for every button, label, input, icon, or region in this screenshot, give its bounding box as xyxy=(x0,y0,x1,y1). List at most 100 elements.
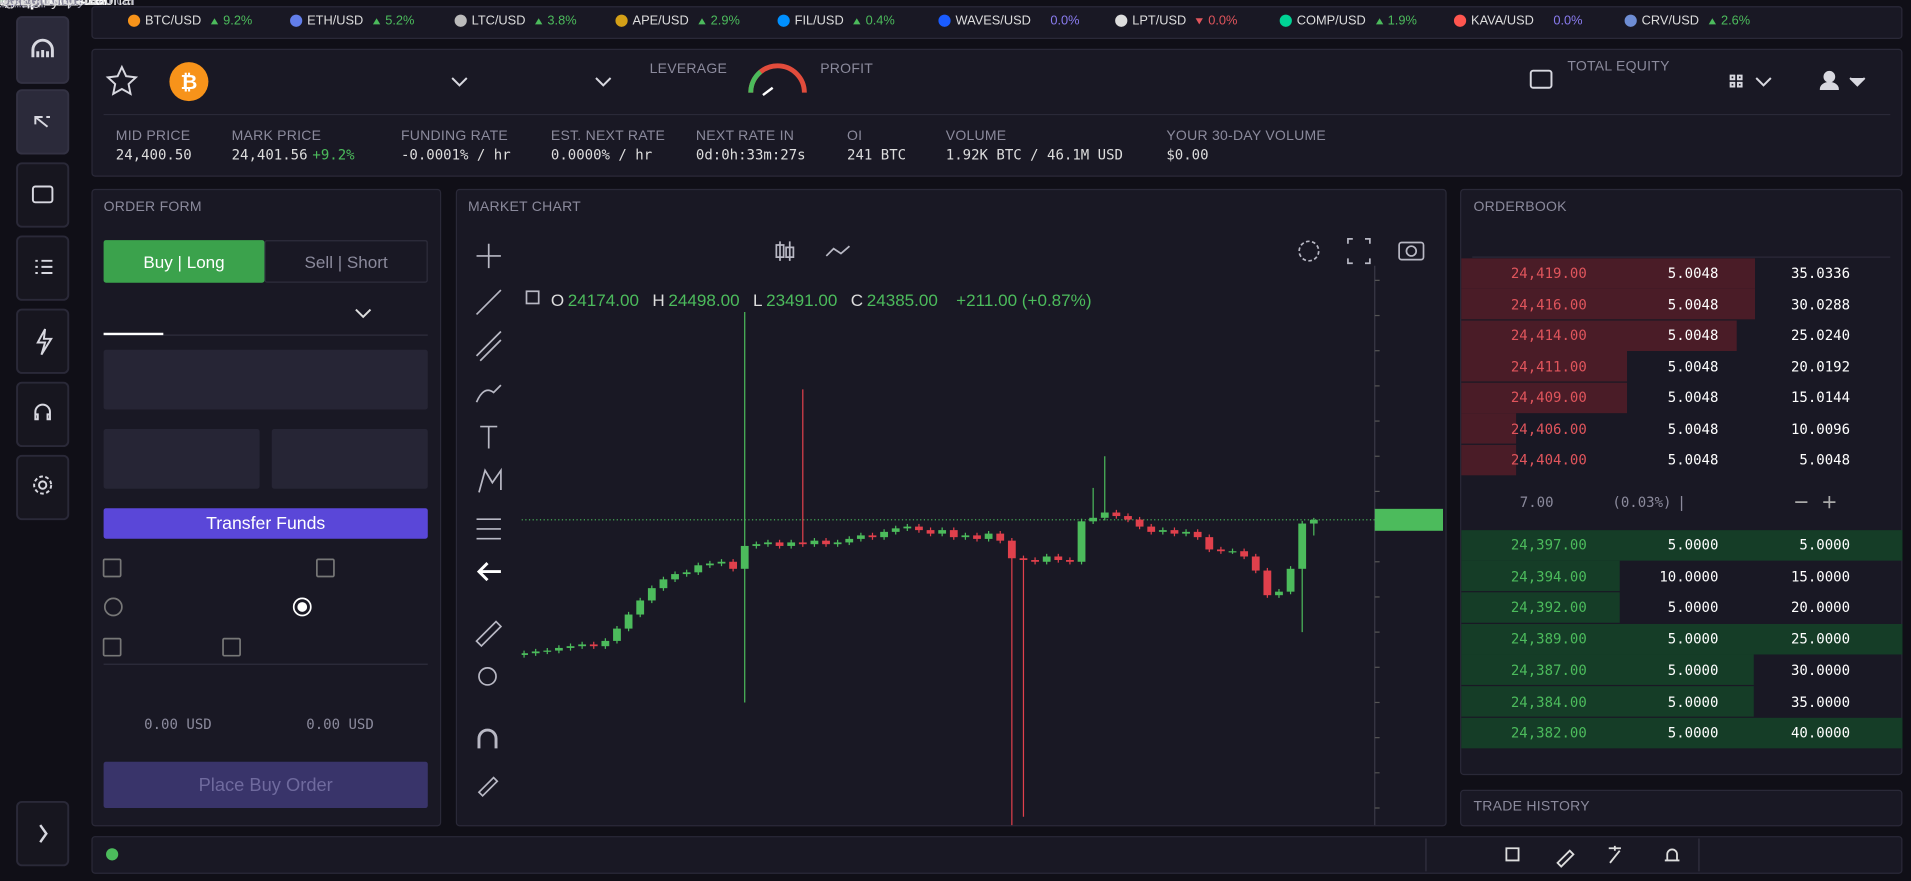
option-label[interactable]: Immediate or Cancel xyxy=(0,0,135,9)
checkbox[interactable] xyxy=(316,558,335,578)
trend-line-tool[interactable] xyxy=(475,289,502,316)
expand-icon xyxy=(39,824,48,843)
activity-button[interactable] xyxy=(16,308,70,374)
tours-button[interactable]: Tours xyxy=(0,0,38,9)
order-price[interactable]: 24,389.00 xyxy=(1510,630,1587,648)
support-button[interactable] xyxy=(16,381,70,448)
apps-menu[interactable] xyxy=(1729,74,1772,88)
text-tool[interactable] xyxy=(480,425,498,449)
market-symbol[interactable]: BTC/USD xyxy=(0,0,82,11)
radio[interactable] xyxy=(292,597,312,617)
ticker-item[interactable]: ETH/USD 5.2% xyxy=(290,13,414,28)
margin-mode[interactable]: CROSS xyxy=(0,0,66,11)
ticker-item[interactable]: BTC/USD 9.2% xyxy=(127,13,252,28)
order-type-tab[interactable]: Stop Loss xyxy=(0,0,79,10)
order-price[interactable]: 24,409.00 xyxy=(1510,388,1587,406)
pattern-tool[interactable] xyxy=(478,467,502,493)
order-price[interactable]: 24,394.00 xyxy=(1510,567,1587,585)
order-price[interactable]: 24,397.00 xyxy=(1510,536,1587,554)
order-type-tab[interactable]: Market xyxy=(0,0,55,10)
order-price[interactable]: 24,384.00 xyxy=(1510,692,1587,710)
ticker-change: 1.9% xyxy=(1387,13,1417,29)
ticker-item[interactable]: LTC/USD 3.8% xyxy=(454,13,577,28)
option-label[interactable]: Maker Only xyxy=(0,0,75,9)
ticker-item[interactable]: FIL/USD 0.4% xyxy=(777,13,895,28)
group-controls[interactable] xyxy=(1795,496,1836,509)
theme-icon[interactable] xyxy=(1556,849,1575,868)
order-price[interactable]: 24,406.00 xyxy=(1510,419,1587,437)
order-price[interactable]: 24,382.00 xyxy=(1510,724,1587,742)
order-type-chevron[interactable] xyxy=(355,308,372,319)
user-icon[interactable] xyxy=(1823,70,1836,83)
indicators-button[interactable]: Indicators xyxy=(0,0,77,10)
checkbox[interactable] xyxy=(102,558,122,578)
orders-button[interactable] xyxy=(16,235,70,301)
forecast-tool[interactable] xyxy=(476,518,501,540)
option-label[interactable]: Good 'Til Cancel xyxy=(0,0,108,9)
chart-symbol[interactable]: PF_BTCUSD xyxy=(0,0,107,10)
shortcuts-icon[interactable] xyxy=(1505,847,1520,862)
margin-chevron[interactable] xyxy=(595,77,612,87)
language-icon[interactable] xyxy=(1608,845,1621,864)
indicators-icon[interactable] xyxy=(825,245,851,257)
magnet-tool[interactable] xyxy=(477,728,498,749)
notional-input[interactable]: 0 xyxy=(0,0,11,11)
back-tool[interactable] xyxy=(476,562,501,582)
expand-button[interactable] xyxy=(16,800,70,867)
chart-settings-icon[interactable] xyxy=(1298,240,1320,262)
ticker-item[interactable]: WAVES/USD 0.0% xyxy=(938,13,1080,28)
order-price[interactable]: 24,392.00 xyxy=(1510,598,1587,616)
zoom-tool[interactable] xyxy=(478,667,497,686)
buy-tab[interactable]: Buy | Long xyxy=(103,240,265,283)
place-order-button[interactable]: Place Buy Order xyxy=(103,761,428,809)
user-menu[interactable] xyxy=(1819,77,1866,90)
sell-tab[interactable]: Sell | Short xyxy=(264,240,428,283)
checkbox[interactable] xyxy=(222,637,241,657)
quantity-input[interactable]: 0 xyxy=(0,0,11,11)
candles xyxy=(521,312,1375,826)
group-size[interactable]: Group: 1.00 xyxy=(0,0,78,9)
price-axis xyxy=(1374,279,1443,809)
ticker-item[interactable]: CRV/USD 2.6% xyxy=(1624,13,1750,28)
fib-tool[interactable] xyxy=(475,330,502,362)
wallet-button[interactable] xyxy=(16,162,70,228)
sidebar xyxy=(16,16,70,867)
checkbox[interactable] xyxy=(102,637,122,657)
ruler-tool[interactable] xyxy=(475,620,503,648)
ticker-item[interactable]: LPT/USD 0.0% xyxy=(1115,13,1237,28)
order-price[interactable]: 24,404.00 xyxy=(1510,450,1587,468)
notifications-icon[interactable] xyxy=(1664,848,1680,862)
candle-body xyxy=(764,542,772,545)
limit-price-input[interactable]: 24396.5 xyxy=(0,0,67,11)
lock-tool[interactable] xyxy=(477,776,499,798)
option-label[interactable]: Reduce Only xyxy=(0,0,85,9)
legend-collapse[interactable] xyxy=(525,290,540,305)
candle-body xyxy=(1298,523,1307,569)
margin-requirement: 0.00 USD xyxy=(306,715,374,733)
chart-interval[interactable]: D xyxy=(0,0,13,10)
favorite-star[interactable] xyxy=(105,64,139,96)
order-price[interactable]: 24,419.00 xyxy=(1510,264,1587,282)
settings-button[interactable] xyxy=(16,454,70,521)
candle-body xyxy=(589,644,598,647)
ticker-item[interactable]: KAVA/USD 0.0% xyxy=(1453,13,1583,28)
order-price[interactable]: 24,416.00 xyxy=(1510,295,1587,313)
radio[interactable] xyxy=(103,597,123,617)
brush-tool[interactable] xyxy=(475,384,502,403)
transfer-button[interactable]: Transfer Funds xyxy=(103,508,428,539)
ticker-item[interactable]: APE/USD 2.9% xyxy=(615,13,740,28)
market-chevron[interactable] xyxy=(451,77,468,87)
option-label[interactable]: Stop Loss xyxy=(0,0,66,9)
option-label[interactable]: Take Profit xyxy=(0,0,70,9)
order-price[interactable]: 24,414.00 xyxy=(1510,326,1587,344)
chart-type-icon[interactable] xyxy=(775,241,795,261)
snapshot-icon[interactable] xyxy=(1398,241,1425,261)
y-tick-label: 20000.00 xyxy=(0,0,65,8)
ticker-item[interactable]: COMP/USD 1.9% xyxy=(1279,13,1417,29)
fullscreen-icon[interactable] xyxy=(1347,238,1371,265)
ticker-symbol: LPT/USD xyxy=(1132,13,1187,29)
crosshair-tool[interactable] xyxy=(476,243,501,269)
order-price[interactable]: 24,387.00 xyxy=(1510,661,1587,679)
order-price[interactable]: 24,411.00 xyxy=(1510,357,1587,375)
order-type-tab[interactable]: Limit xyxy=(0,0,38,10)
